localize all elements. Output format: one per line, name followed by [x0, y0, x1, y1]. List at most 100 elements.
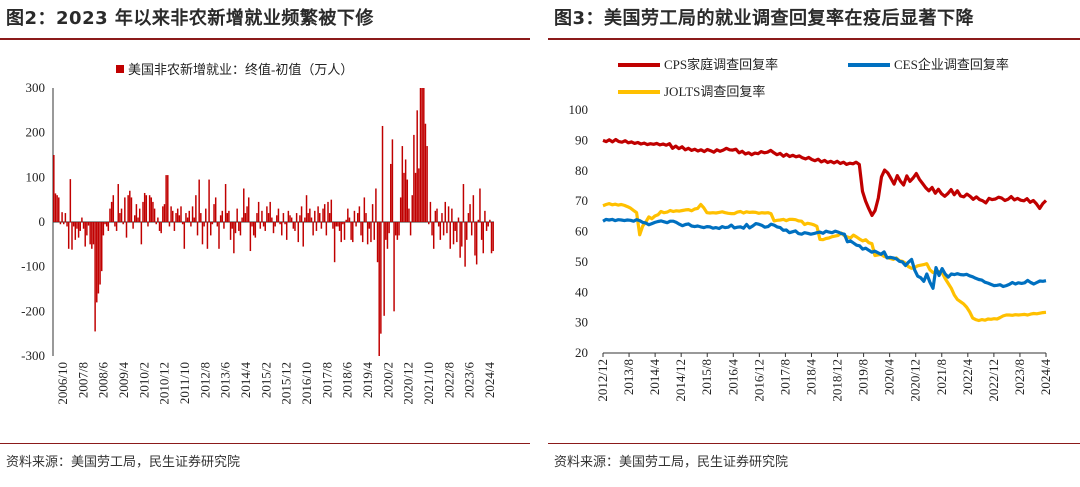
x-tick-label: 2018/12: [830, 359, 845, 402]
series-line: [602, 137, 1048, 217]
bar: [61, 212, 63, 222]
bar: [271, 217, 273, 222]
bar: [487, 222, 489, 227]
right-source-rule: [548, 443, 1080, 444]
series-line: [602, 202, 1047, 323]
bar: [429, 201, 432, 222]
x-tick-label: 2009/4: [116, 362, 131, 399]
bar: [145, 195, 148, 222]
bar: [413, 134, 415, 222]
bar: [120, 208, 123, 222]
bar: [54, 193, 57, 222]
bar: [489, 219, 491, 222]
bar: [99, 222, 101, 285]
bar: [432, 222, 435, 249]
bar: [129, 190, 131, 222]
bar: [477, 219, 480, 222]
y-tick-label: 90: [575, 132, 588, 147]
bar: [211, 222, 214, 225]
bar: [454, 222, 456, 231]
bar: [399, 197, 402, 222]
bar: [343, 222, 346, 240]
bar: [485, 222, 488, 231]
bar: [289, 215, 291, 222]
y-tick-label: 200: [26, 125, 46, 140]
bar: [252, 222, 255, 236]
x-tick-label: 2013/6: [218, 362, 233, 399]
bar: [459, 222, 461, 258]
y-tick-label: 300: [26, 80, 46, 95]
bar: [376, 222, 379, 263]
bar: [452, 222, 455, 245]
bar: [206, 222, 209, 249]
bar: [231, 222, 233, 229]
bar: [238, 222, 240, 231]
bar: [401, 146, 404, 222]
bar: [475, 222, 478, 265]
bar: [178, 215, 181, 222]
bar: [310, 217, 313, 222]
x-tick-label: 2014/12: [673, 359, 688, 402]
bar: [185, 213, 187, 222]
bar: [186, 217, 189, 222]
bar: [188, 210, 191, 222]
bar: [347, 208, 349, 222]
bar: [472, 195, 475, 222]
bar: [373, 222, 375, 240]
bar: [167, 175, 169, 222]
bar: [96, 222, 98, 303]
x-tick-label: 2019/8: [856, 359, 871, 395]
bar: [290, 217, 293, 222]
bar: [180, 206, 182, 222]
bar: [203, 222, 205, 227]
bar: [125, 222, 128, 238]
bar: [292, 222, 295, 229]
bar: [333, 222, 336, 263]
y-tick-label: 50: [575, 254, 588, 269]
bar: [403, 172, 405, 222]
x-tick-label: 2013/8: [621, 359, 636, 395]
bar: [246, 206, 248, 222]
bar: [352, 222, 354, 243]
bar: [378, 222, 380, 356]
bar: [158, 222, 161, 231]
bar: [157, 217, 159, 222]
bar: [175, 213, 177, 222]
bar: [365, 213, 367, 222]
bar: [294, 222, 296, 231]
x-tick-label: 2015/2: [258, 362, 273, 398]
bar: [117, 184, 119, 222]
bar: [224, 184, 227, 222]
bar: [431, 222, 433, 236]
right-source-note: 资料来源：美国劳工局，民生证券研究院: [554, 455, 789, 470]
bar: [480, 222, 483, 240]
bar: [361, 222, 364, 243]
bar: [241, 217, 243, 222]
y-tick-label: 60: [575, 224, 588, 239]
bar: [295, 213, 298, 222]
x-tick-label: 2020/12: [908, 359, 923, 402]
bar: [358, 206, 361, 222]
y-tick-label: 70: [575, 193, 588, 208]
x-tick-label: 2016/10: [299, 362, 314, 405]
x-tick-label: 2021/10: [421, 362, 436, 405]
bar: [456, 222, 458, 243]
bar: [147, 222, 149, 227]
bar: [233, 222, 235, 254]
legend-label: CPS家庭调查回复率: [664, 57, 778, 72]
bar: [406, 179, 409, 222]
bar: [160, 222, 162, 234]
bar: [282, 213, 285, 222]
bar: [67, 222, 70, 249]
x-tick-label: 2015/12: [279, 362, 294, 405]
bar: [137, 217, 139, 222]
bar: [436, 208, 438, 222]
bar: [317, 206, 319, 222]
bar: [195, 195, 197, 222]
bar: [107, 222, 110, 231]
bar: [119, 213, 121, 222]
bar: [193, 217, 195, 222]
bar: [335, 222, 338, 227]
bar: [251, 222, 253, 227]
bar: [350, 222, 352, 240]
